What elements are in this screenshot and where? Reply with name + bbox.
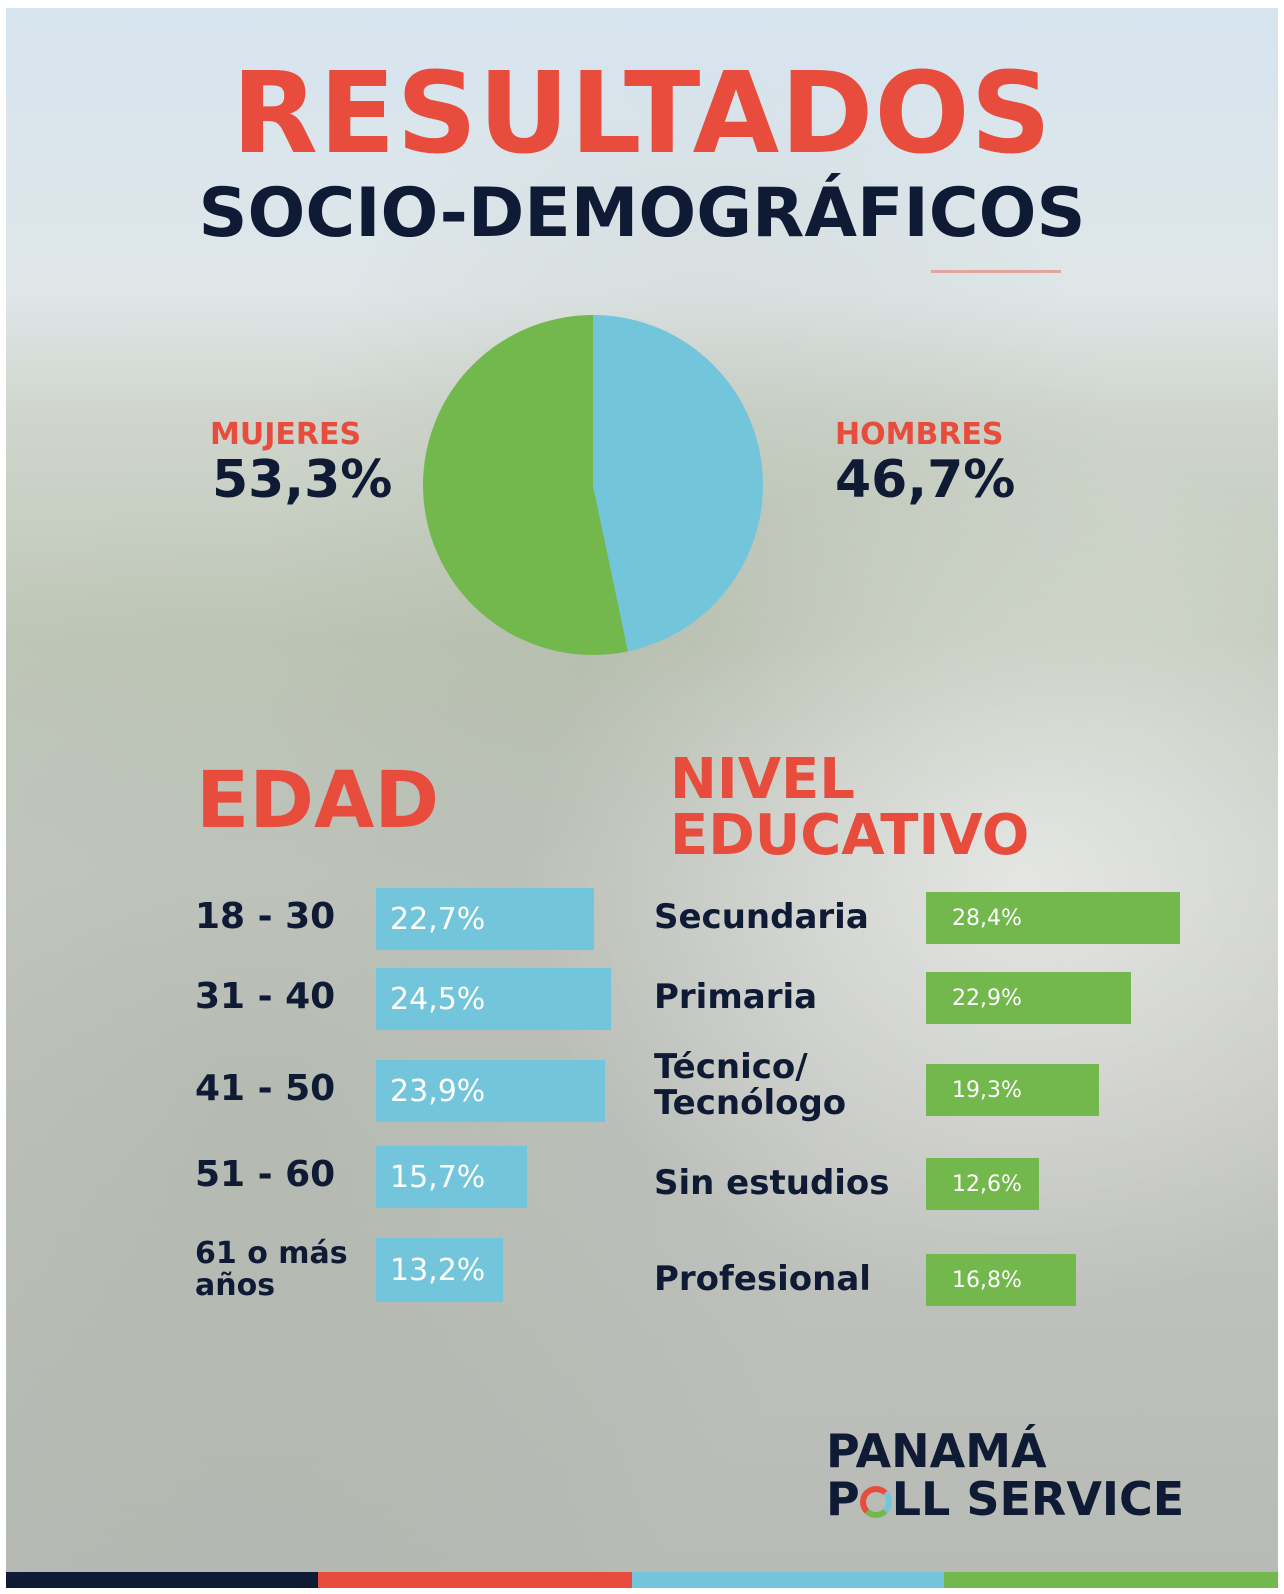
age-bar: 22,7% [376,888,594,950]
age-bar-value: 13,2% [390,1252,486,1288]
education-label: Sin estudios [654,1163,890,1203]
women-value: 53,3% [212,450,393,510]
logo-line1: PANAMÁ [826,1424,1047,1478]
age-bar: 13,2% [376,1238,503,1302]
age-bar: 15,7% [376,1146,527,1208]
age-bar-value: 15,7% [390,1159,486,1195]
education-bar-value: 12,6% [952,1171,1022,1197]
age-label: 18 - 30 [195,896,336,937]
title-underline [931,270,1061,273]
gender-pie-chart [423,315,764,655]
age-label: 41 - 50 [195,1068,336,1109]
education-bar-value: 22,9% [952,985,1022,1011]
age-label: 31 - 40 [195,976,336,1017]
women-label: MUJERES [210,417,362,452]
poster: RESULTADOS SOCIO-DEMOGRÁFICOS MUJERES 53… [6,8,1278,1588]
pie-slice-men [593,315,764,652]
education-section-title-line1: NIVEL [670,747,855,812]
age-label: 51 - 60 [195,1154,336,1195]
education-bar-value: 16,8% [952,1267,1022,1293]
title-main: RESULTADOS [231,49,1053,179]
stripe-green [944,1572,1278,1588]
men-label: HOMBRES [835,417,1004,452]
education-bar: 22,9% [926,972,1131,1024]
background-photo [6,8,1278,1588]
age-label: 61 o más años [195,1236,348,1303]
education-bar: 19,3% [926,1064,1099,1116]
logo-rest: LL SERVICE [891,1472,1185,1526]
logo-line2: P LL SERVICE [826,1476,1184,1522]
men-value: 46,7% [835,450,1016,510]
stripe-blue [632,1572,944,1588]
age-bar-value: 23,9% [390,1073,486,1109]
education-section-title-line2: EDUCATIVO [670,803,1030,868]
education-label: Secundaria [654,897,869,937]
title-sub: SOCIO-DEMOGRÁFICOS [198,174,1086,253]
education-label: Técnico/ Tecnólogo [654,1047,847,1123]
age-bar: 23,9% [376,1060,605,1122]
age-section-title: EDAD [196,756,440,846]
education-bar: 28,4% [926,892,1180,944]
logo-p: P [826,1472,860,1526]
stripe-navy [6,1572,318,1588]
education-bar-value: 28,4% [952,905,1022,931]
education-bar-value: 19,3% [952,1077,1022,1103]
age-bar-value: 22,7% [390,901,486,937]
age-bar-value: 24,5% [390,981,486,1017]
education-bar: 16,8% [926,1254,1076,1306]
age-bar: 24,5% [376,968,611,1030]
education-label: Profesional [654,1259,871,1299]
stripe-red [318,1572,632,1588]
logo-o-icon [859,1486,892,1518]
education-label: Primaria [654,977,818,1017]
education-bar: 12,6% [926,1158,1039,1210]
pie-slice-women [423,315,628,655]
